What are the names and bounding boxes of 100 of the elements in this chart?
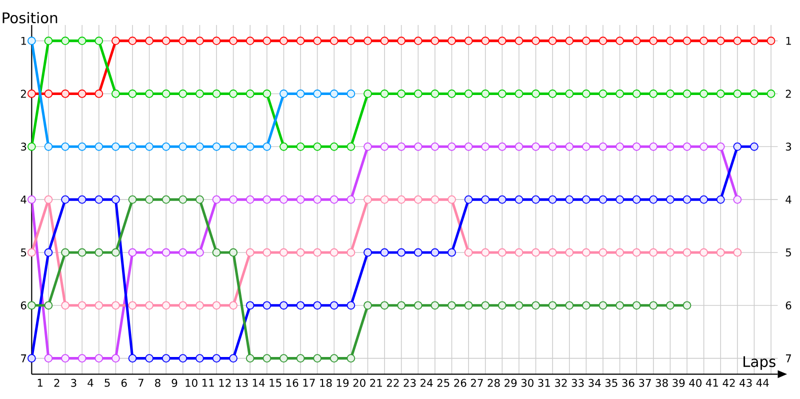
point — [414, 248, 422, 257]
y-tick-label: 3 — [21, 142, 26, 151]
point — [548, 36, 557, 45]
point — [128, 142, 137, 151]
point — [397, 89, 406, 98]
point — [313, 354, 322, 362]
point — [212, 354, 221, 362]
point — [346, 89, 356, 98]
point — [280, 36, 288, 45]
x-tick-label: 15 — [270, 378, 282, 387]
point — [330, 354, 338, 362]
point — [582, 301, 590, 310]
point — [229, 301, 238, 310]
point — [280, 89, 288, 98]
point — [430, 301, 440, 310]
point — [464, 248, 473, 257]
point — [61, 142, 70, 151]
point — [514, 89, 524, 98]
point — [430, 36, 440, 45]
point — [296, 89, 305, 98]
y-tick-label: 4 — [20, 196, 26, 204]
point — [196, 248, 204, 257]
point — [44, 89, 53, 98]
point — [498, 301, 506, 310]
y2-tick-label: 4 — [786, 196, 792, 204]
point — [666, 301, 674, 310]
point — [682, 195, 692, 204]
point — [246, 36, 254, 45]
point — [598, 195, 608, 204]
point — [128, 89, 137, 98]
point — [666, 89, 674, 98]
point — [616, 195, 624, 204]
point — [598, 248, 608, 257]
point — [78, 301, 86, 310]
point — [280, 248, 288, 257]
point — [196, 195, 204, 204]
x-tick-label: 5 — [104, 378, 110, 387]
point — [514, 248, 524, 257]
point — [313, 301, 322, 310]
y-tick-label: 5 — [21, 248, 26, 256]
point — [649, 195, 658, 204]
point — [364, 301, 372, 310]
point — [565, 142, 574, 151]
point — [616, 89, 624, 98]
point — [112, 195, 120, 204]
point — [716, 36, 725, 45]
point — [280, 354, 288, 362]
point — [700, 89, 708, 98]
point — [514, 36, 524, 45]
point — [112, 142, 120, 151]
point — [666, 36, 674, 45]
point — [448, 195, 456, 204]
point — [548, 301, 557, 310]
point — [44, 301, 53, 310]
x-tick-label: 38 — [656, 378, 668, 387]
point — [27, 89, 36, 98]
point — [178, 301, 188, 310]
point — [682, 248, 692, 257]
point — [346, 248, 356, 257]
point — [262, 89, 272, 98]
point — [44, 142, 53, 151]
x-tick-label: 13 — [236, 378, 248, 387]
x-tick-label: 33 — [572, 378, 584, 387]
point — [632, 89, 641, 98]
point — [532, 142, 540, 151]
point — [498, 248, 506, 257]
point — [750, 36, 758, 45]
x-tick-label: 27 — [470, 378, 483, 387]
point — [716, 89, 725, 98]
x-tick-label: 6 — [121, 378, 127, 387]
point — [229, 354, 238, 362]
point — [565, 248, 574, 257]
point — [262, 142, 272, 151]
point — [246, 89, 254, 98]
point — [380, 89, 389, 98]
point — [296, 195, 305, 204]
point — [61, 89, 70, 98]
x-tick-label: 9 — [172, 378, 178, 387]
point — [565, 195, 574, 204]
x-tick-label: 2 — [54, 378, 60, 387]
point — [229, 36, 238, 45]
point — [532, 36, 540, 45]
point — [196, 354, 204, 362]
point — [498, 142, 506, 151]
x-tick-label: 14 — [252, 378, 265, 387]
x-tick-label: 32 — [555, 378, 567, 387]
point — [162, 301, 170, 310]
point — [178, 142, 188, 151]
point — [330, 142, 338, 151]
point — [78, 195, 86, 204]
x-tick-label: 7 — [138, 378, 144, 387]
point — [649, 89, 658, 98]
y-tick-label: 2 — [20, 90, 26, 98]
point — [196, 36, 204, 45]
point — [262, 195, 272, 204]
point — [229, 89, 238, 98]
point — [397, 301, 406, 310]
x-tick-label: 26 — [454, 378, 466, 387]
point — [262, 301, 272, 310]
point — [481, 248, 490, 257]
